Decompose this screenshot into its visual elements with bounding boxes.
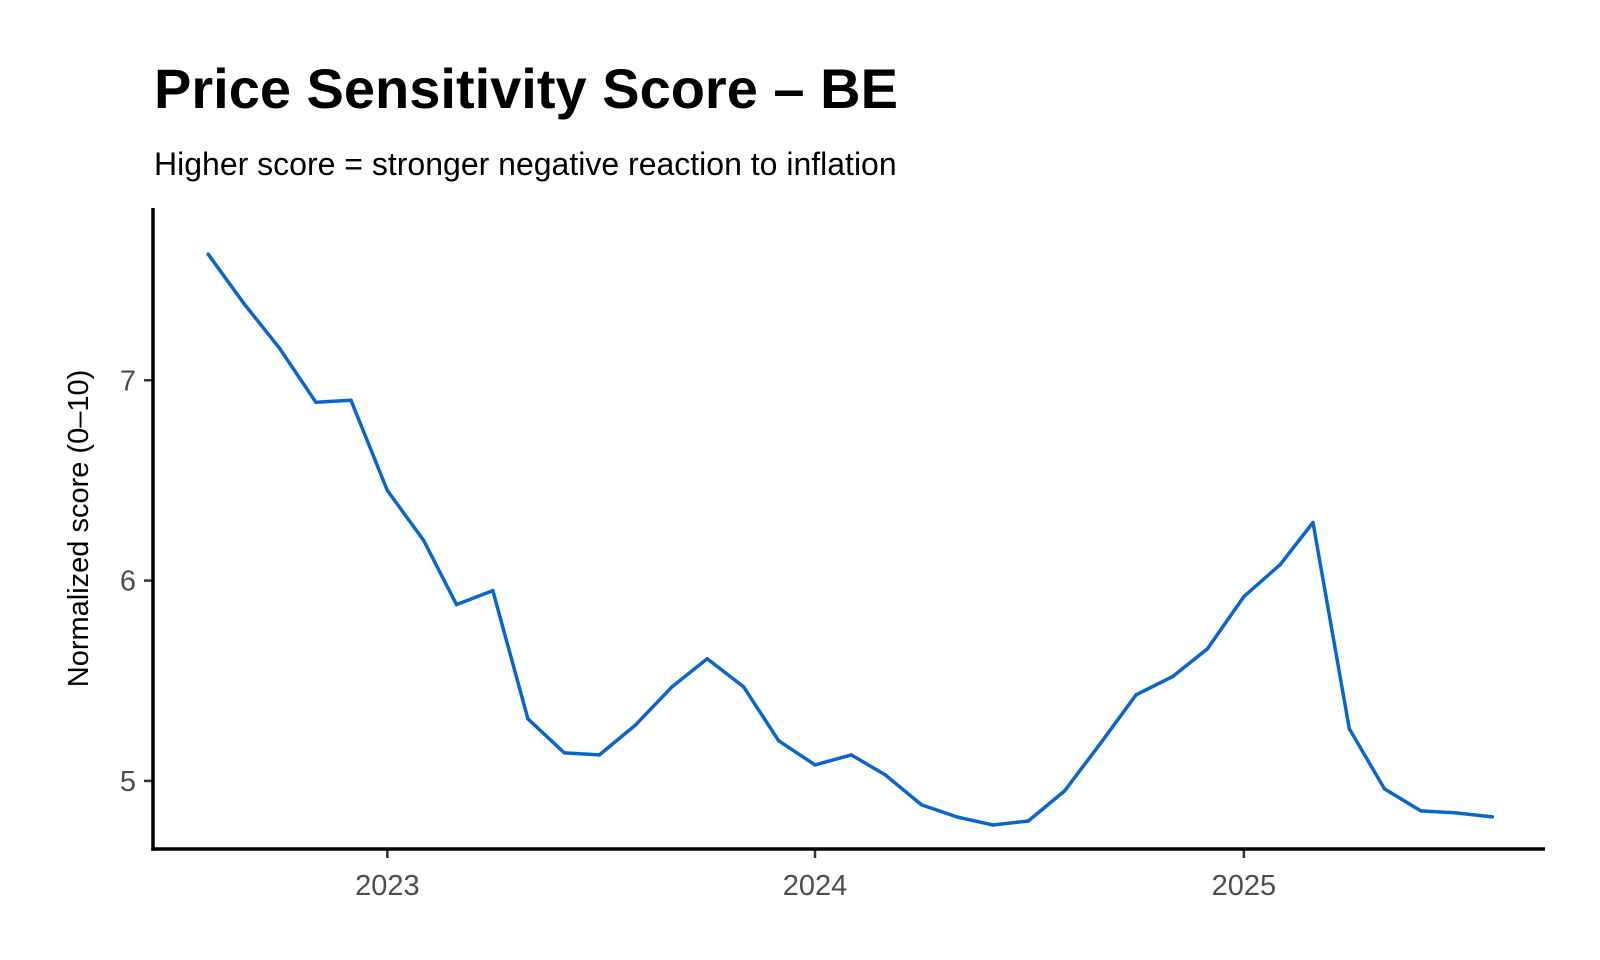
y-tick-label: 7 [120, 365, 136, 397]
x-tick-label: 2023 [355, 870, 420, 902]
data-point [1205, 646, 1210, 651]
data-point [491, 588, 495, 593]
data-point [813, 763, 817, 767]
data-point [597, 753, 602, 757]
data-point [1311, 520, 1315, 525]
data-point [776, 739, 781, 743]
data-point [849, 753, 854, 757]
data-point [349, 398, 353, 403]
data-point [206, 252, 210, 256]
data-point [1454, 811, 1458, 815]
data-point [670, 684, 674, 689]
data-point [454, 602, 459, 607]
data-point [1490, 815, 1495, 819]
data-point [1134, 693, 1138, 697]
chart-subtitle: Higher score = stronger negative reactio… [154, 146, 897, 182]
y-axis-ticks: 5 6 7 [120, 365, 153, 798]
data-point [633, 723, 638, 727]
data-point [421, 538, 426, 543]
x-axis-ticks: 2023 2024 2025 [355, 849, 1276, 902]
y-tick-label: 6 [120, 566, 136, 598]
data-point [991, 823, 995, 827]
data-point [1242, 594, 1246, 599]
data-point [741, 684, 746, 689]
data-point [919, 803, 924, 807]
x-tick-label: 2024 [783, 870, 848, 902]
data-point [1382, 787, 1387, 791]
data-point [385, 488, 390, 493]
y-axis-title: Normalized score (0–10) [63, 370, 95, 688]
chart-title: Price Sensitivity Score – BE [154, 57, 898, 120]
data-point [526, 717, 530, 721]
data-point [955, 815, 959, 819]
data-point [242, 302, 247, 306]
data-point [1099, 741, 1103, 745]
x-tick-label: 2025 [1212, 870, 1277, 902]
series-line [206, 253, 1493, 827]
data-point [1062, 789, 1067, 793]
data-point [277, 346, 282, 350]
data-point [1347, 727, 1352, 731]
data-point [314, 400, 318, 405]
y-tick-label: 5 [120, 766, 136, 798]
data-point [562, 751, 567, 755]
data-point [1278, 562, 1282, 567]
data-point [883, 773, 888, 777]
data-point [1419, 809, 1423, 813]
series-layer [206, 252, 1495, 827]
data-point [705, 656, 709, 661]
data-point [1170, 674, 1175, 679]
data-point [1026, 819, 1031, 823]
